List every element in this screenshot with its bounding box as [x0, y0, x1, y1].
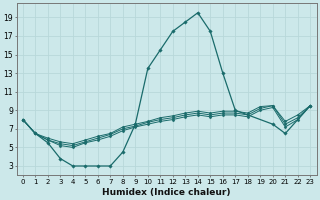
X-axis label: Humidex (Indice chaleur): Humidex (Indice chaleur) — [102, 188, 231, 197]
